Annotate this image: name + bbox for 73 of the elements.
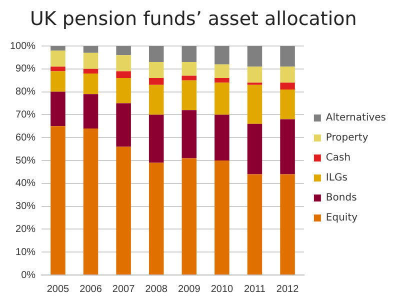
bar <box>148 62 164 78</box>
legend-label: Cash <box>326 152 351 164</box>
bar <box>50 71 66 92</box>
bar <box>148 46 164 62</box>
legend-label: Bonds <box>326 192 357 204</box>
bar <box>280 90 295 120</box>
bar <box>280 119 295 174</box>
bar <box>214 114 230 160</box>
bar <box>50 46 66 51</box>
y-tick-label: 50% <box>16 155 36 166</box>
bar <box>83 68 98 74</box>
bar <box>116 55 131 72</box>
bar <box>182 46 197 62</box>
x-tick-label: 2007 <box>112 284 136 295</box>
legend-label: Property <box>326 132 368 144</box>
bar <box>116 71 131 78</box>
bar <box>83 94 98 128</box>
bar <box>83 73 98 94</box>
bar <box>116 103 131 147</box>
bar <box>247 124 262 174</box>
bar <box>247 174 262 274</box>
bar <box>280 66 295 83</box>
bar <box>247 84 262 124</box>
x-tick-label: 2012 <box>276 284 300 295</box>
bar <box>214 64 230 78</box>
y-tick-label: 20% <box>16 224 36 235</box>
y-tick-label: 100% <box>10 40 36 52</box>
bar <box>83 46 98 53</box>
y-tick-label: 10% <box>16 246 36 258</box>
chart-title: UK pension funds’ asset allocation <box>29 7 358 32</box>
x-tick-label: 2006 <box>80 284 102 295</box>
y-tick-label: 30% <box>16 201 36 212</box>
bar <box>148 84 164 115</box>
legend-label: Equity <box>326 212 358 224</box>
bar <box>148 114 164 163</box>
bar <box>214 78 230 83</box>
x-tick-label: 2008 <box>145 284 168 295</box>
x-tick-label: 2010 <box>210 284 234 295</box>
legend-label: ILGs <box>326 172 348 184</box>
x-tick-label: 2011 <box>244 284 266 295</box>
bar <box>148 162 164 274</box>
bar <box>50 66 66 72</box>
bar <box>83 128 98 274</box>
bar <box>280 46 295 67</box>
y-tick-label: 70% <box>16 109 36 120</box>
bar <box>116 46 131 56</box>
bar <box>83 52 98 69</box>
bar <box>116 146 131 274</box>
y-tick-label: 40% <box>16 178 36 190</box>
bar <box>182 62 197 76</box>
y-tick-label: 90% <box>16 64 36 75</box>
bar <box>280 82 295 90</box>
bar <box>148 78 164 85</box>
bar <box>214 82 230 115</box>
bar <box>50 50 66 67</box>
x-tick-label: 2009 <box>178 284 201 295</box>
bar <box>182 76 197 80</box>
bar <box>247 66 262 83</box>
y-tick-label: 80% <box>16 86 36 98</box>
bar <box>182 158 197 274</box>
y-tick-label: 0% <box>21 270 36 281</box>
bar <box>214 46 230 64</box>
bar <box>116 78 131 104</box>
legend-label: Alternatives <box>326 112 386 124</box>
bar <box>50 126 66 274</box>
bar <box>247 46 262 67</box>
bar <box>182 80 197 110</box>
bar <box>50 92 66 126</box>
bar <box>214 160 230 274</box>
y-tick-label: 60% <box>16 132 36 144</box>
bar <box>182 110 197 158</box>
bar <box>280 174 295 274</box>
x-tick-label: 2005 <box>46 284 70 295</box>
